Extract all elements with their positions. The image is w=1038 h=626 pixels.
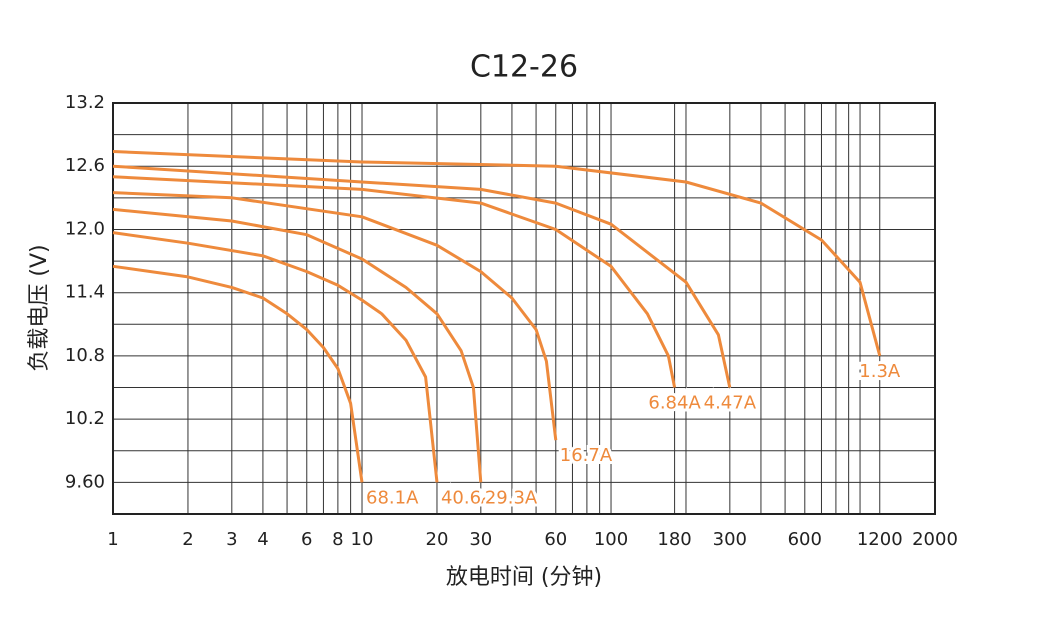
y-tick-label: 10.8: [65, 345, 105, 366]
series-label: 29.3A: [485, 487, 538, 508]
x-tick-label: 100: [594, 529, 628, 550]
chart-title: C12-26: [470, 50, 578, 85]
x-tick-label: 1200: [857, 529, 903, 550]
line: [112, 164, 732, 388]
series-label: 68.1A: [366, 487, 419, 508]
y-tick-label: 9.60: [65, 471, 105, 492]
y-tick-label: 13.2: [65, 92, 105, 113]
line: [112, 231, 439, 483]
line: [112, 207, 483, 483]
series-label: 40.6A: [441, 487, 494, 508]
y-tick-label: 12.6: [65, 155, 105, 176]
x-tick-label: 1: [107, 529, 118, 550]
line: [112, 264, 364, 483]
series-label: 4.47A: [704, 393, 757, 414]
y-tick-label: 11.4: [65, 282, 105, 303]
x-tick-label: 6: [301, 529, 312, 550]
line: [112, 175, 677, 388]
x-tick-label: 10: [351, 529, 374, 550]
line: [112, 191, 558, 441]
x-tick-label: 180: [657, 529, 691, 550]
series-label: 6.84A: [648, 393, 701, 414]
plot-frame: [112, 102, 936, 515]
line: [112, 150, 882, 357]
x-tick-label: 30: [469, 529, 492, 550]
x-tick-label: 60: [544, 529, 567, 550]
y-tick-label: 12.0: [65, 218, 105, 239]
x-axis-label: 放电时间 (分钟): [446, 565, 602, 590]
series-label: 16.7A: [560, 445, 613, 466]
x-tick-label: 300: [713, 529, 747, 550]
y-axis-label: 负载电压 (V): [27, 244, 52, 371]
x-tick-label: 600: [788, 529, 822, 550]
x-tick-label: 3: [226, 529, 237, 550]
x-tick-label: 20: [426, 529, 449, 550]
x-tick-label: 2: [182, 529, 193, 550]
x-tick-label: 4: [257, 529, 268, 550]
x-tick-label: 2000: [912, 529, 958, 550]
x-tick-label: 8: [332, 529, 343, 550]
y-tick-label: 10.2: [65, 408, 105, 429]
series-label: 1.3A: [859, 361, 901, 382]
